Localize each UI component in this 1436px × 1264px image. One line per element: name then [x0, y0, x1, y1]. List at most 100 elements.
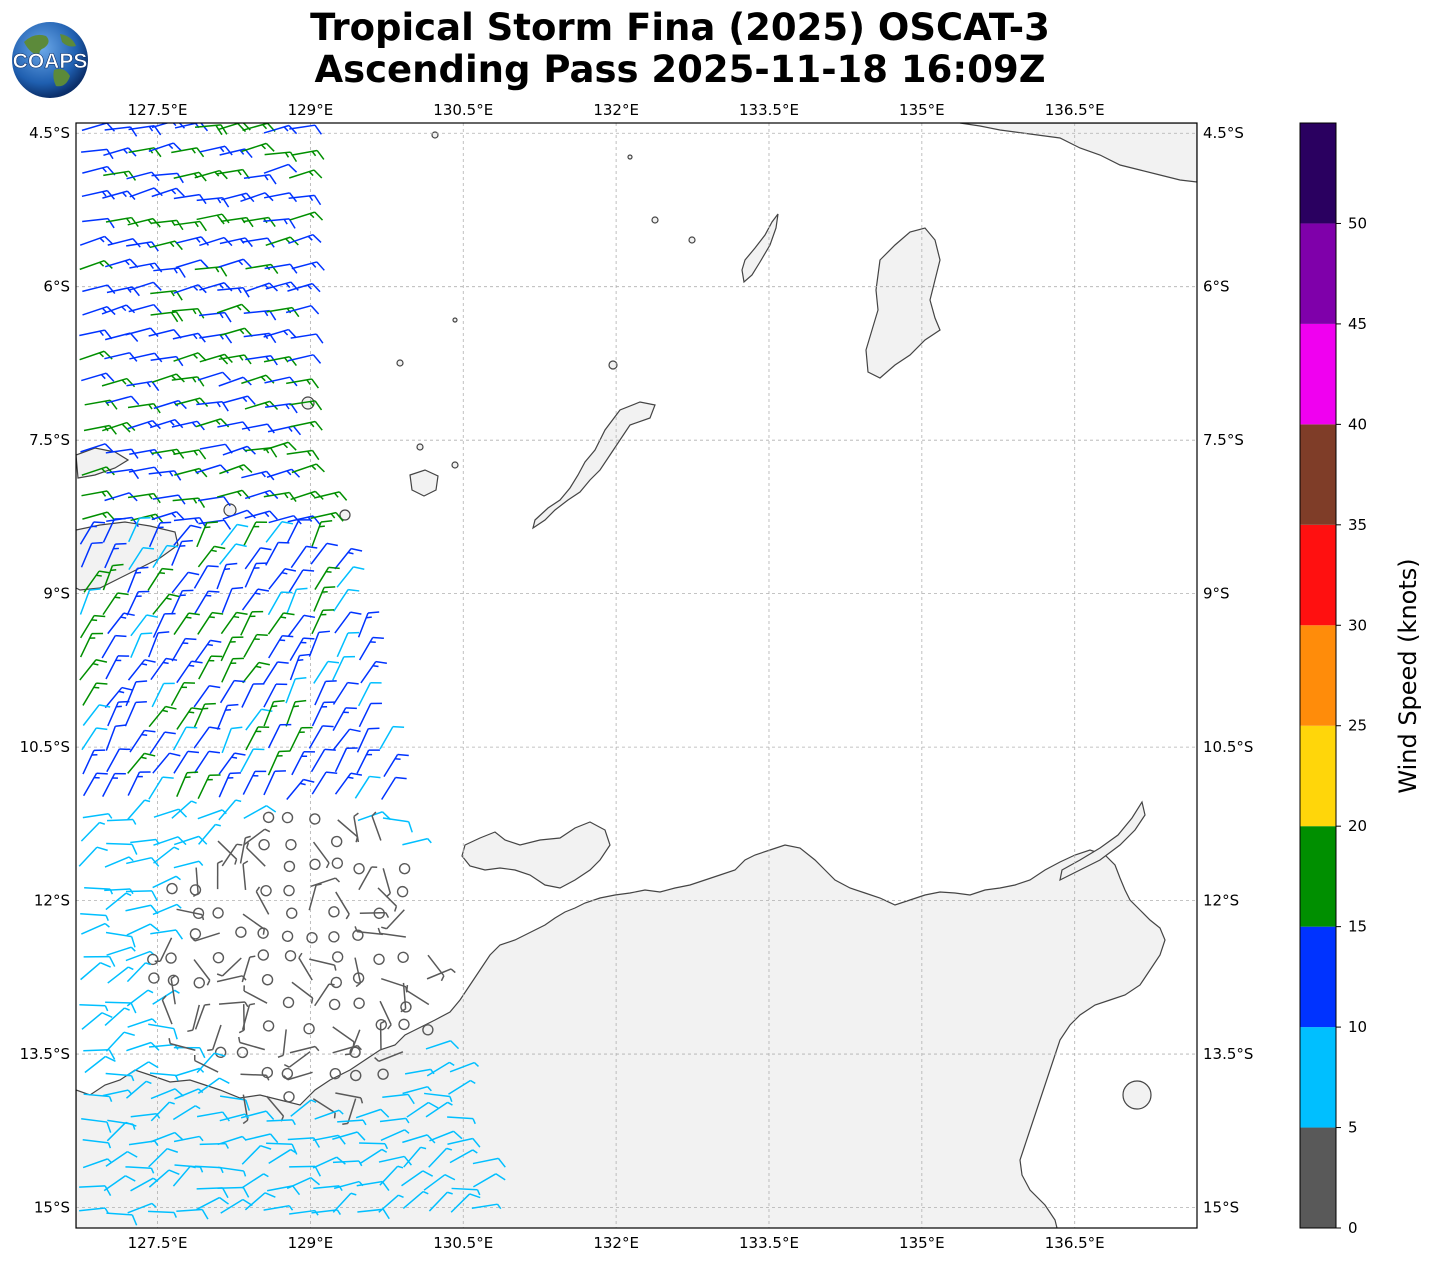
- wind-barb: [79, 521, 105, 545]
- wind-barb: [78, 846, 108, 867]
- wind-barb: [194, 1165, 224, 1174]
- wind-barb: [148, 776, 174, 800]
- colorbar-bin: [1300, 123, 1336, 224]
- lat-tick-label-left: 6°S: [43, 278, 70, 296]
- wind-barb: [219, 679, 246, 704]
- wind-barb: [282, 996, 295, 1009]
- wind-barb: [128, 281, 162, 292]
- babar-island: [409, 469, 439, 497]
- wind-barb: [263, 441, 297, 451]
- wind-barb: [80, 821, 106, 842]
- wind-barb: [314, 566, 340, 590]
- wessel-islands: [1059, 800, 1146, 882]
- wind-barb: [310, 748, 336, 773]
- wind-barb: [171, 571, 200, 594]
- wind-barb: [285, 699, 307, 727]
- wind-barb: [165, 952, 177, 964]
- colorbar-tick-label: 20: [1348, 817, 1367, 835]
- wind-barb: [126, 590, 150, 616]
- wind-barb: [382, 817, 413, 833]
- wind-barb: [79, 1185, 112, 1196]
- wind-barb: [221, 843, 243, 867]
- wind-barb: [266, 306, 300, 318]
- wind-barb: [286, 1177, 320, 1190]
- colorbar-bin: [1300, 424, 1336, 525]
- wind-barb: [240, 748, 265, 773]
- colorbar-bin: [1300, 625, 1336, 726]
- wind-barb: [107, 818, 137, 825]
- wind-barb: [174, 397, 209, 407]
- wind-barb: [349, 1046, 361, 1058]
- wind-barb: [286, 519, 311, 544]
- wind-barb: [286, 587, 308, 614]
- wind-barb: [151, 682, 175, 708]
- wind-barb: [311, 520, 333, 547]
- wind-barb: [107, 700, 130, 727]
- wind-barb: [426, 1061, 455, 1077]
- wind-barb: [268, 634, 294, 659]
- wind-barb: [173, 612, 200, 635]
- wind-barb: [314, 1109, 344, 1120]
- melville-island: [461, 821, 611, 889]
- wind-barb: [314, 983, 335, 1007]
- wind-barb: [199, 145, 233, 156]
- wind-barb: [287, 614, 316, 637]
- wind-barb: [126, 799, 151, 821]
- wind-barb: [102, 563, 124, 591]
- wind-barb: [447, 1137, 481, 1148]
- wind-barb: [105, 1001, 137, 1014]
- wind-barb: [150, 311, 184, 323]
- wind-barb: [263, 328, 297, 339]
- wind-barb: [283, 1091, 295, 1103]
- wind-barb: [314, 680, 337, 706]
- wind-barb: [82, 682, 108, 706]
- wind-barb: [194, 169, 228, 180]
- wind-barb: [306, 932, 318, 944]
- wind-barb: [242, 770, 267, 795]
- wind-barb: [290, 333, 324, 344]
- wind-barb: [105, 931, 136, 948]
- wind-barb: [262, 811, 275, 824]
- wind-barb: [283, 1051, 311, 1068]
- wind-barb: [335, 1092, 364, 1104]
- wind-barb: [241, 955, 256, 983]
- wind-barb: [328, 931, 340, 943]
- wind-barb: [152, 544, 179, 569]
- wind-barb: [331, 951, 344, 963]
- wind-barb: [291, 751, 315, 776]
- wind-barb: [310, 877, 341, 888]
- wind-barb: [148, 631, 170, 658]
- wind-barb: [243, 805, 277, 820]
- wind-barb: [313, 491, 348, 501]
- lon-tick-label-bottom: 127.5°E: [128, 1234, 188, 1252]
- lat-tick-label-left: 4.5°S: [29, 124, 70, 142]
- wind-barb: [267, 1185, 301, 1196]
- wind-barb: [398, 862, 411, 875]
- wind-barb: [126, 962, 152, 983]
- wind-barb: [265, 541, 290, 566]
- wind-barb: [356, 749, 380, 774]
- map-gridlines: [76, 123, 1197, 1228]
- wind-barb: [241, 374, 275, 385]
- wind-barb: [449, 1061, 479, 1073]
- new-guinea-coast: [959, 123, 1197, 183]
- wind-barb: [106, 1121, 137, 1142]
- wind-barb: [336, 566, 365, 588]
- wind-barb: [352, 972, 365, 984]
- colorbar-bin: [1300, 826, 1336, 927]
- wind-barb: [148, 972, 160, 984]
- lat-tick-label-left: 9°S: [43, 585, 70, 603]
- wind-barb: [265, 520, 294, 543]
- islet: [416, 443, 424, 451]
- wind-barb: [217, 286, 250, 298]
- wind-barb: [170, 682, 196, 707]
- wind-barb: [281, 930, 294, 942]
- wind-barb: [359, 911, 390, 918]
- wind-barb: [128, 1140, 159, 1147]
- colorbar-tick-label: 45: [1348, 315, 1367, 333]
- wind-barb: [283, 1071, 313, 1081]
- wind-barb: [174, 220, 207, 232]
- wind-barb: [290, 490, 324, 501]
- wind-barb: [127, 659, 156, 681]
- wind-barb: [334, 747, 358, 773]
